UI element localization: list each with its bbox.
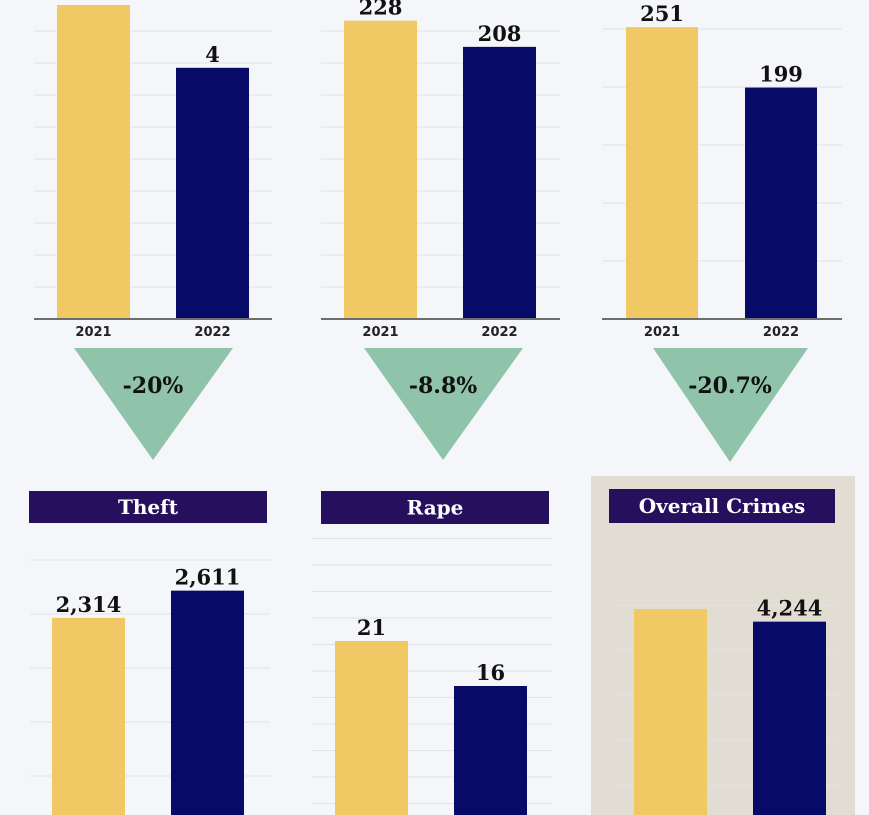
bar-2022: [176, 67, 249, 319]
data-label: 21: [357, 615, 386, 640]
change-triangle: [653, 348, 808, 462]
chart-4: 2,314 2,611 Theft: [29, 491, 270, 815]
chart-title-banner: [609, 489, 835, 523]
chart-1: 4 2021 2022 -20%: [34, 5, 272, 460]
chart-title: Overall Crimes: [639, 494, 806, 518]
bar-2021: [52, 617, 125, 815]
bar-2021: [335, 641, 408, 815]
chart-title: Rape: [407, 496, 464, 520]
x-tick-label: 2021: [362, 325, 398, 340]
change-label: -20%: [123, 373, 184, 399]
data-label: 2,611: [175, 565, 241, 590]
data-label: 251: [640, 1, 684, 26]
bar-2022: [745, 87, 817, 319]
bar-2022: [454, 686, 527, 815]
x-tick-label: 2022: [194, 325, 230, 340]
chart-2: 228 208 2021 2022 -8.8%: [321, 0, 560, 460]
data-label: 208: [478, 21, 522, 46]
x-tick-label: 2021: [644, 325, 680, 340]
bar-2021: [57, 5, 130, 319]
data-label: 4: [205, 42, 220, 67]
bar-2021: [626, 27, 698, 320]
bar-2021: [634, 609, 707, 815]
data-label: 2,314: [56, 592, 122, 617]
change-triangle: [364, 348, 523, 460]
data-label: 16: [476, 660, 505, 685]
data-label: 228: [359, 0, 403, 20]
change-label: -8.8%: [409, 373, 477, 399]
chart-title-banner: [29, 491, 267, 523]
x-tick-label: 2021: [75, 325, 111, 340]
bar-2021: [344, 20, 417, 319]
chart-5: 21 16 Rape: [312, 491, 552, 815]
x-tick-label: 2022: [481, 325, 517, 340]
bar-2022: [171, 590, 244, 815]
chart-title-banner: [321, 491, 549, 524]
bar-2022: [753, 621, 826, 815]
x-tick-label: 2022: [763, 325, 799, 340]
chart-6: 4,244 Overall Crimes: [591, 476, 855, 815]
chart-3: 251 199 2021 2022 -20.7%: [602, 1, 842, 462]
chart-title: Theft: [118, 495, 179, 519]
change-triangle: [74, 348, 233, 460]
data-label: 199: [759, 62, 803, 87]
data-label: 4,244: [757, 596, 823, 621]
bar-2022: [463, 46, 536, 319]
change-label: -20.7%: [688, 373, 772, 399]
